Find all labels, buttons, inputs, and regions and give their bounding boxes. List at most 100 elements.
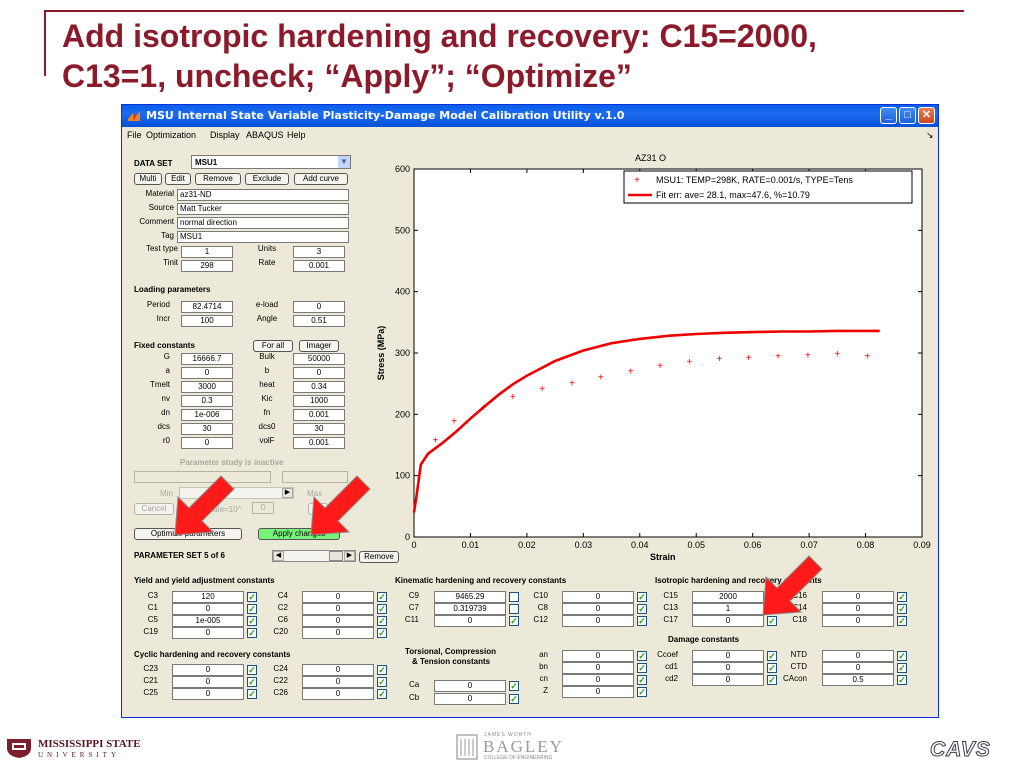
constant-field[interactable]: 0 [172, 688, 244, 700]
constant-field[interactable]: 0 [692, 615, 764, 627]
tinit-field[interactable]: 298 [181, 260, 233, 272]
torsional-field[interactable]: 0 [562, 686, 634, 698]
fixed-field[interactable]: 0.001 [293, 409, 345, 421]
checked-checkbox[interactable]: ✓ [377, 616, 387, 626]
checked-checkbox[interactable]: ✓ [247, 616, 257, 626]
constant-field[interactable]: 0.5 [822, 674, 894, 686]
slider-right-arrow-icon[interactable]: ▶ [344, 551, 355, 561]
fixed-field[interactable]: 30 [181, 423, 233, 435]
chevron-down-icon[interactable]: ▼ [338, 156, 350, 168]
checked-checkbox[interactable]: ✓ [247, 592, 257, 602]
checked-checkbox[interactable]: ✓ [377, 628, 387, 638]
constant-field[interactable]: 0 [302, 615, 374, 627]
slider-right-arrow-icon[interactable]: ▶ [282, 488, 293, 498]
constant-field[interactable]: 0 [692, 650, 764, 662]
fixed-field[interactable]: 1e-006 [181, 409, 233, 421]
checked-checkbox[interactable]: ✓ [377, 592, 387, 602]
checked-checkbox[interactable]: ✓ [247, 665, 257, 675]
parameter-set-slider[interactable]: ◀ ▶ [272, 550, 356, 562]
checked-checkbox[interactable]: ✓ [247, 628, 257, 638]
constant-field[interactable]: 0 [822, 603, 894, 615]
fixed-field[interactable]: 0 [181, 437, 233, 449]
fixed-field[interactable]: 16666.7 [181, 353, 233, 365]
unchecked-checkbox[interactable] [509, 604, 519, 614]
fixed-field[interactable]: 1000 [293, 395, 345, 407]
constant-field[interactable]: 9465.29 [434, 591, 506, 603]
incr-field[interactable]: 100 [181, 315, 233, 327]
constant-field[interactable]: 0 [562, 591, 634, 603]
checked-checkbox[interactable]: ✓ [509, 681, 519, 691]
checked-checkbox[interactable]: ✓ [637, 675, 647, 685]
remove-curve-button[interactable]: Remove [195, 173, 241, 185]
toolbar-arrow-icon[interactable]: ↘ [926, 130, 934, 140]
checked-checkbox[interactable]: ✓ [637, 616, 647, 626]
constant-field[interactable]: 120 [172, 591, 244, 603]
constant-field[interactable]: 0 [302, 627, 374, 639]
checked-checkbox[interactable]: ✓ [767, 651, 777, 661]
tag-field[interactable]: MSU1 [177, 231, 349, 243]
constant-field[interactable]: 0 [822, 662, 894, 674]
units-field[interactable]: 3 [293, 246, 345, 258]
checked-checkbox[interactable]: ✓ [767, 675, 777, 685]
checked-checkbox[interactable]: ✓ [377, 689, 387, 699]
menu-display[interactable]: Display [210, 130, 240, 140]
checked-checkbox[interactable]: ✓ [897, 604, 907, 614]
constant-field[interactable]: 0 [692, 674, 764, 686]
fixed-field[interactable]: 0.34 [293, 381, 345, 393]
add-curve-button[interactable]: Add curve [294, 173, 348, 185]
ca-field[interactable]: 0 [434, 680, 506, 692]
fixed-field[interactable]: 0 [293, 367, 345, 379]
checked-checkbox[interactable]: ✓ [377, 665, 387, 675]
menu-optimization[interactable]: Optimization [146, 130, 197, 140]
fixed-field[interactable]: 3000 [181, 381, 233, 393]
angle-field[interactable]: 0.51 [293, 315, 345, 327]
constant-field[interactable]: 1e-005 [172, 615, 244, 627]
checked-checkbox[interactable]: ✓ [637, 592, 647, 602]
edit-button[interactable]: Edit [165, 173, 191, 185]
source-field[interactable]: Matt Tucker [177, 203, 349, 215]
checked-checkbox[interactable]: ✓ [247, 689, 257, 699]
constant-field[interactable]: 0 [822, 591, 894, 603]
constant-field[interactable]: 1 [692, 603, 764, 615]
checked-checkbox[interactable]: ✓ [897, 616, 907, 626]
for-all-button[interactable]: For all [253, 340, 293, 352]
cancel-button[interactable]: Cancel [134, 503, 174, 515]
constant-field[interactable]: 0 [302, 591, 374, 603]
cb-field[interactable]: 0 [434, 693, 506, 705]
checked-checkbox[interactable]: ✓ [247, 677, 257, 687]
menu-help[interactable]: Help [287, 130, 306, 140]
maximize-button[interactable]: □ [899, 107, 916, 124]
constant-field[interactable]: 0 [172, 603, 244, 615]
constant-field[interactable]: 0 [172, 664, 244, 676]
eload-field[interactable]: 0 [293, 301, 345, 313]
checked-checkbox[interactable]: ✓ [377, 604, 387, 614]
checked-checkbox[interactable]: ✓ [767, 663, 777, 673]
torsional-field[interactable]: 0 [562, 662, 634, 674]
constant-field[interactable]: 0.319739 [434, 603, 506, 615]
checked-checkbox[interactable]: ✓ [509, 616, 519, 626]
comment-field[interactable]: normal direction [177, 217, 349, 229]
constant-field[interactable]: 0 [562, 603, 634, 615]
multi-button[interactable]: Multi [134, 173, 162, 185]
constant-field[interactable]: 0 [172, 627, 244, 639]
constant-field[interactable]: 0 [562, 615, 634, 627]
window-titlebar[interactable]: MSU Internal State Variable Plasticity-D… [122, 105, 938, 127]
material-field[interactable]: az31-ND [177, 189, 349, 201]
data-set-dropdown[interactable]: MSU1 ▼ [191, 155, 351, 169]
checked-checkbox[interactable]: ✓ [897, 675, 907, 685]
fixed-field[interactable]: 0.001 [293, 437, 345, 449]
torsional-field[interactable]: 0 [562, 674, 634, 686]
fixed-field[interactable]: 50000 [293, 353, 345, 365]
constant-field[interactable]: 0 [434, 615, 506, 627]
period-field[interactable]: 82.4714 [181, 301, 233, 313]
checked-checkbox[interactable]: ✓ [767, 616, 777, 626]
constant-field[interactable]: 0 [302, 664, 374, 676]
test-type-field[interactable]: 1 [181, 246, 233, 258]
rate-field[interactable]: 0.001 [293, 260, 345, 272]
close-button[interactable]: ✕ [918, 107, 935, 124]
fixed-field[interactable]: 30 [293, 423, 345, 435]
exclude-button[interactable]: Exclude [245, 173, 289, 185]
torsional-field[interactable]: 0 [562, 650, 634, 662]
checked-checkbox[interactable]: ✓ [377, 677, 387, 687]
constant-field[interactable]: 0 [302, 676, 374, 688]
